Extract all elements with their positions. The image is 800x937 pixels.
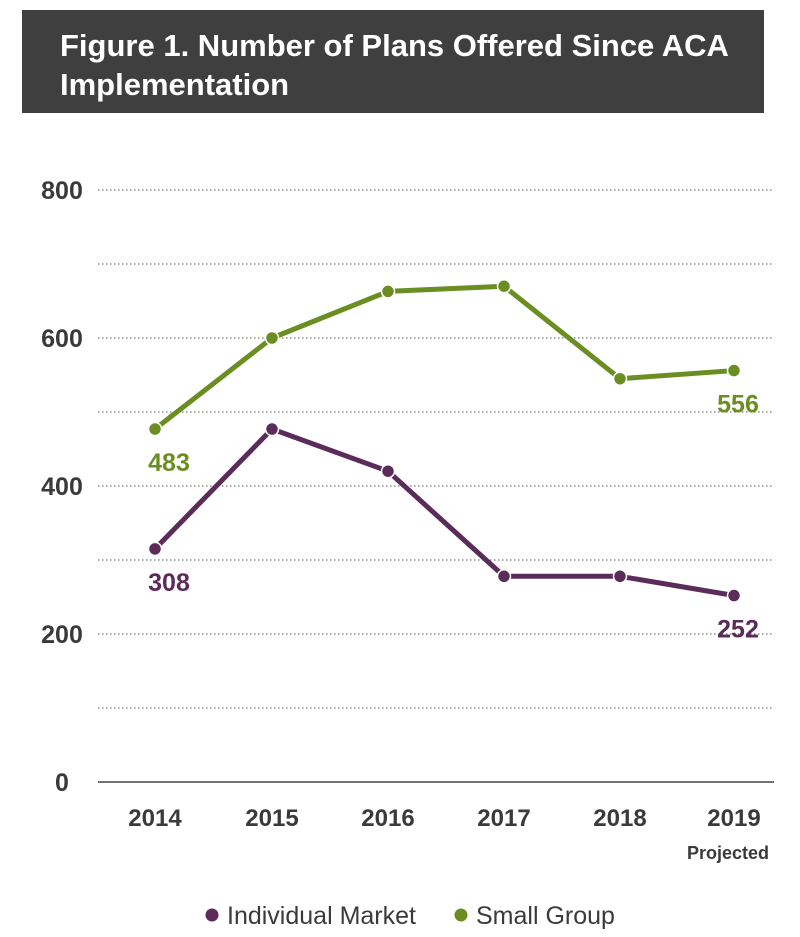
y-tick-label: 0 [55,769,69,797]
x-tick-label: 2014 [128,805,182,832]
legend-marker [454,908,468,922]
x-tick-label: 2018 [593,805,646,832]
x-tick-label: 2015 [245,805,298,832]
chart-title: Figure 1. Number of Plans Offered Since … [60,28,728,102]
data-label: 483 [148,449,190,477]
legend: Individual Market Small Group [205,902,615,930]
data-label: 556 [717,391,759,419]
data-point [496,569,512,584]
data-point [147,541,163,557]
y-tick-label: 800 [41,177,83,205]
data-point [380,284,396,299]
data-point [380,463,396,479]
x-tick-label: 2019 [707,805,760,832]
legend-label: Small Group [476,902,615,930]
data-point [726,588,742,603]
x-axis-ticks: 2014 2015 2016 2017 2018 2019 Projected [128,805,769,863]
x-tick-label: 2017 [477,805,530,832]
y-axis-ticks: 0 200 400 600 800 [41,177,83,797]
data-point [147,421,163,437]
data-point [612,371,628,386]
series-line [152,426,737,599]
series-lines [147,278,742,603]
data-labels: 308 252 483 556 [148,391,759,644]
data-point [264,330,280,346]
legend-label: Individual Market [227,902,416,930]
title-banner: Figure 1. Number of Plans Offered Since … [22,10,764,113]
data-point [726,363,742,378]
x-tick-sublabel: Projected [687,843,769,863]
data-point [264,421,280,437]
gridlines [98,189,774,783]
y-tick-label: 400 [41,473,83,501]
y-tick-label: 600 [41,325,83,353]
x-tick-label: 2016 [361,805,414,832]
data-label: 308 [148,569,190,597]
y-tick-label: 200 [41,621,83,649]
legend-marker [205,908,219,922]
data-label: 252 [717,616,759,644]
data-point [612,569,628,584]
series-line [152,283,737,432]
data-point [496,278,512,294]
